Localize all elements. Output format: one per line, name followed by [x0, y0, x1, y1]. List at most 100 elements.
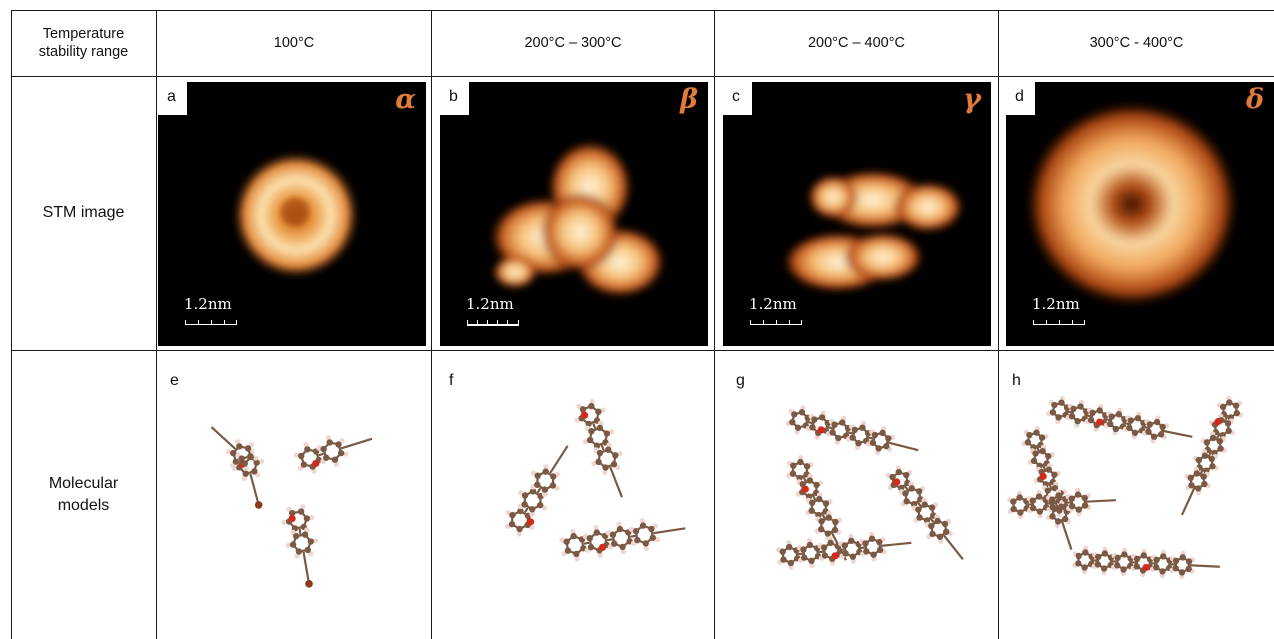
carbon-atom: [1160, 553, 1167, 560]
stm-image-c: c γ 1.2nm: [723, 82, 991, 346]
hydrogen-atom: [311, 468, 317, 474]
row-header-models-line2: models: [57, 496, 110, 514]
carbon-atom: [855, 439, 862, 447]
hydrogen-atom: [253, 455, 259, 461]
carbon-atom: [619, 543, 626, 551]
carbon-atom: [337, 449, 345, 457]
carbon-atom: [1035, 493, 1043, 500]
hydrogen-atom: [597, 552, 603, 558]
row-header-temperature-line2: stability range: [38, 44, 129, 60]
carbon-atom: [875, 445, 882, 452]
panel-label-h: h: [1012, 372, 1021, 389]
hydrogen-atom: [505, 523, 511, 529]
carbon-atom: [1201, 480, 1208, 488]
oxygen-atom: [1142, 563, 1150, 572]
carbon-atom: [612, 452, 619, 459]
phase-label-gamma: γ: [963, 84, 981, 115]
carbon-atom: [1153, 564, 1160, 571]
panel-label-c: c: [723, 82, 752, 115]
scale-bar-c: [750, 318, 802, 325]
table-row-divider-2: [11, 350, 1274, 351]
alkyne-bond: [302, 551, 311, 585]
carbon-atom: [787, 559, 794, 567]
link-bond: [298, 528, 302, 535]
carbon-atom: [1062, 515, 1069, 523]
hydrogen-atom: [309, 515, 315, 521]
alkyne-bond: [1180, 487, 1196, 516]
carbon-atom: [1081, 494, 1088, 502]
carbon-atom: [1074, 418, 1081, 425]
carbon-atom: [534, 472, 541, 479]
hydrogen-atom: [574, 417, 580, 423]
hydrogen-atom: [235, 439, 241, 445]
carbon-atom: [820, 544, 828, 551]
oxygen-atom: [817, 426, 825, 434]
alkyne-bond: [888, 441, 919, 452]
link-bond: [917, 501, 922, 508]
link-bond: [867, 436, 874, 440]
hydrogen-atom: [303, 442, 309, 448]
link-bond: [523, 507, 529, 514]
link-bond: [1054, 502, 1059, 508]
hydrogen-atom: [281, 519, 287, 525]
panel-label-b: b: [440, 82, 469, 115]
hydrogen-atom: [606, 442, 612, 448]
carbon-atom: [825, 514, 832, 521]
carbon-atom: [863, 548, 870, 555]
oxygen-atom: [1039, 472, 1047, 480]
panel-label-d: d: [1006, 82, 1035, 115]
oxygen-atom: [1214, 418, 1222, 426]
carbon-atom: [789, 418, 796, 426]
hydrogen-atom: [313, 538, 319, 544]
carbon-atom: [1150, 433, 1158, 440]
carbon-atom: [1049, 409, 1057, 416]
link-bond: [1067, 410, 1072, 414]
carbon-atom: [1112, 425, 1120, 433]
carbon-atom: [889, 473, 896, 481]
hydrogen-atom: [600, 407, 606, 413]
carbon-atom: [297, 508, 305, 515]
hydrogen-atom: [628, 526, 635, 533]
carbon-atom: [585, 420, 592, 428]
carbon-atom: [1081, 564, 1088, 571]
link-bond: [630, 534, 636, 538]
carbon-atom: [517, 507, 524, 515]
carbon-atom: [1094, 553, 1102, 561]
scale-bar-label-a: 1.2nm: [184, 295, 232, 313]
hydrogen-atom: [555, 471, 561, 477]
carbon-atom: [786, 543, 793, 551]
carbon-atom: [1203, 439, 1211, 446]
oxygen-atom: [581, 411, 589, 419]
carbon-atom: [587, 543, 595, 551]
stm-topography-c: [783, 170, 963, 292]
carbon-atom: [1055, 414, 1062, 421]
carbon-atom: [1010, 498, 1017, 505]
carbon-atom: [331, 456, 339, 463]
carbon-atom: [811, 416, 818, 423]
stm-topography-b: [490, 141, 665, 297]
carbon-atom: [1100, 565, 1108, 572]
carbon-atom: [634, 536, 641, 544]
hydrogen-atom: [304, 527, 310, 533]
carbon-atom: [1159, 423, 1166, 431]
carbon-atom: [596, 424, 604, 432]
carbon-atom: [1075, 560, 1082, 567]
carbon-atom: [1114, 554, 1121, 562]
carbon-atom: [897, 484, 905, 492]
carbon-atom: [806, 541, 814, 549]
carbon-atom: [293, 532, 300, 540]
carbon-atom: [610, 461, 618, 468]
stm-image-d: d δ 1.2nm: [1006, 82, 1274, 346]
carbon-atom: [885, 435, 892, 442]
hydrogen-atom: [602, 469, 608, 476]
carbon-atom: [1045, 466, 1053, 473]
link-bond: [904, 485, 909, 491]
carbon-atom: [586, 535, 593, 542]
carbon-atom: [1153, 556, 1160, 564]
carbon-atom: [1026, 431, 1033, 439]
carbon-atom: [1145, 428, 1152, 435]
scale-bar-b: [467, 318, 519, 326]
carbon-atom: [1225, 427, 1232, 435]
link-bond: [1036, 446, 1040, 452]
carbon-atom: [832, 518, 839, 526]
